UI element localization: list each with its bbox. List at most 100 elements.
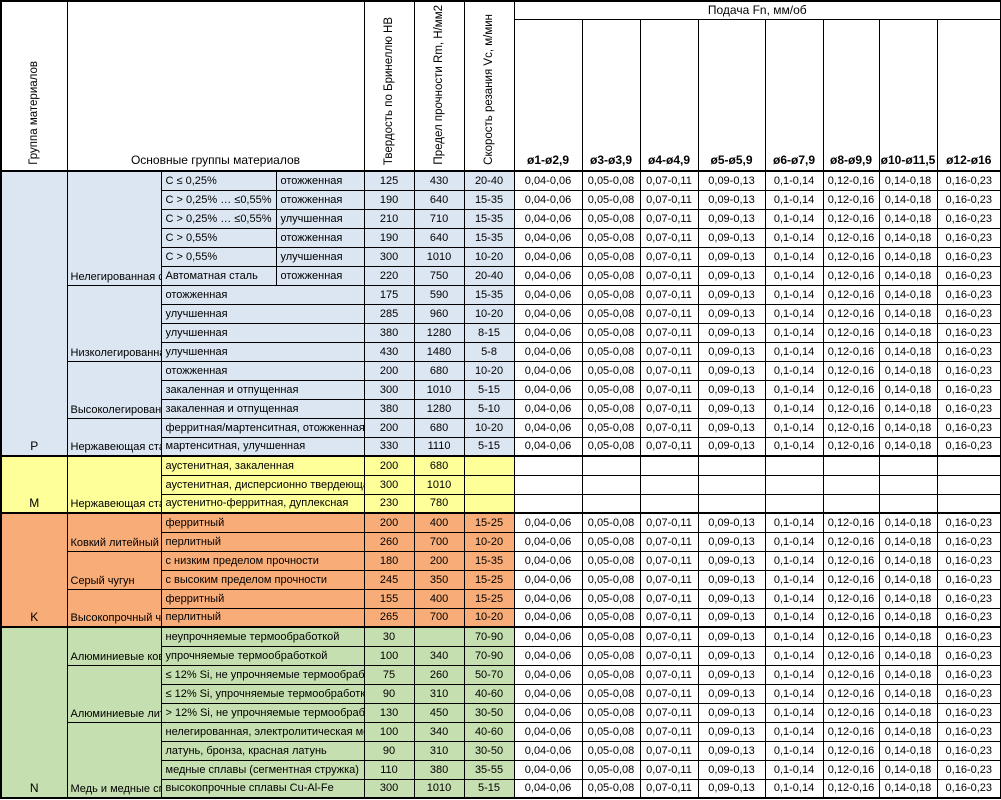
feed-cell: 0,04-0,06	[513, 303, 583, 324]
feed-cell: 0,05-0,08	[581, 588, 641, 609]
table-row: Высоколегированная стальотожженная200680…	[1, 360, 1001, 419]
feed-cell: 0,16-0,23	[936, 569, 1001, 590]
feed-cell: 0,16-0,23	[936, 759, 1001, 780]
feed-cell: 0,05-0,08	[581, 778, 641, 799]
table-row: улучшенная 285 960 10-20 0,04-0,06 0,05-0,08 0…	[1, 303, 1001, 324]
hb-cell: 200	[363, 512, 415, 533]
hb-cell: 300	[363, 474, 415, 495]
material-group-cell: Нержавеющая сталь	[66, 455, 162, 514]
feed-cell: 0,07-0,11	[639, 436, 699, 457]
feed-cell: 0,07-0,11	[639, 284, 699, 305]
feed-cell: 0,12-0,16	[822, 303, 880, 324]
diameter-header: ø12-ø16	[936, 18, 1001, 172]
feed-cell: 0,09-0,13	[697, 436, 766, 457]
material-group-cell: Алюминиевые литейные сплавы	[66, 664, 162, 723]
rm-cell: 750	[413, 265, 465, 286]
material-cell: C > 0,55%	[160, 246, 277, 267]
rm-cell: 710	[413, 208, 465, 229]
hb-cell: 300	[363, 379, 415, 400]
rm-cell: 1010	[413, 778, 465, 799]
feed-cell: 0,12-0,16	[822, 208, 880, 229]
rm-cell: 340	[413, 721, 465, 742]
feed-cell: 0,07-0,11	[639, 645, 699, 666]
vc-cell: 15-25	[463, 569, 515, 590]
rm-cell: 640	[413, 227, 465, 248]
material-cell: аустенитная, дисперсионно твердеющая	[160, 474, 365, 495]
feed-cell	[639, 455, 699, 476]
feed-cell: 0,1-0,14	[764, 721, 824, 742]
material-cell: ферритный	[160, 512, 365, 533]
table-row: Серый чугун с низким пределом прочности 18…	[1, 550, 1001, 590]
feed-cell: 0,14-0,18	[878, 512, 938, 533]
feed-cell: 0,09-0,13	[697, 626, 766, 647]
feed-cell: 0,12-0,16	[822, 721, 880, 742]
feed-cell: 0,09-0,13	[697, 588, 766, 609]
feed-cell	[764, 455, 824, 476]
feed-cell: 0,12-0,16	[822, 398, 880, 419]
feed-cell: 0,12-0,16	[822, 170, 880, 191]
hb-cell: 110	[363, 759, 415, 780]
feed-cell: 0,09-0,13	[697, 379, 766, 400]
vc-cell: 15-35	[463, 208, 515, 229]
rm-cell: 430	[413, 170, 465, 191]
feed-cell: 0,05-0,08	[581, 303, 641, 324]
feed-cell: 0,05-0,08	[581, 740, 641, 761]
column-header-material-group: Группа материалов	[0, 0, 68, 172]
feed-cell: 0,1-0,14	[764, 398, 824, 419]
feed-cell: 0,14-0,18	[878, 683, 938, 704]
material-cell: нелегированная, электролитическая медь	[160, 721, 365, 742]
feed-cell: 0,09-0,13	[697, 702, 766, 723]
feed-cell: 0,14-0,18	[878, 531, 938, 552]
feed-cell: 0,04-0,06	[513, 569, 583, 590]
feed-cell: 0,16-0,23	[936, 227, 1001, 248]
feed-cell: 0,05-0,08	[581, 417, 641, 438]
feed-cell: 0,16-0,23	[936, 607, 1001, 628]
feed-cell: 0,12-0,16	[822, 265, 880, 286]
hb-cell: 200	[363, 455, 415, 476]
material-cell: улучшенная	[160, 303, 365, 324]
feed-cell: 0,07-0,11	[639, 398, 699, 419]
vc-cell: 40-60	[463, 721, 515, 742]
feed-cell: 0,1-0,14	[764, 284, 824, 305]
feed-cell: 0,14-0,18	[878, 645, 938, 666]
feed-cell: 0,12-0,16	[822, 189, 880, 210]
feed-cell: 0,16-0,23	[936, 322, 1001, 343]
feed-cell	[581, 493, 641, 514]
material-cell: ≤ 12% Si, не упрочняемые термообработкой	[160, 664, 365, 685]
feed-cell: 0,09-0,13	[697, 322, 766, 343]
feed-cell: 0,09-0,13	[697, 417, 766, 438]
feed-cell: 0,07-0,11	[639, 531, 699, 552]
rm-cell: 260	[413, 664, 465, 685]
feed-cell: 0,05-0,08	[581, 398, 641, 419]
hb-cell: 220	[363, 265, 415, 286]
table-row: C > 0,25% … ≤0,55% отожженная 190 640 15-35 0…	[1, 189, 1001, 210]
feed-cell: 0,07-0,11	[639, 778, 699, 799]
feed-cell	[936, 493, 1001, 514]
feed-cell	[639, 493, 699, 514]
rm-cell: 680	[413, 360, 465, 381]
material-cell: медные сплавы (сегментная стружка)	[160, 759, 365, 780]
feed-cell: 0,05-0,08	[581, 759, 641, 780]
feed-cell: 0,14-0,18	[878, 664, 938, 685]
feed-cell: 0,07-0,11	[639, 702, 699, 723]
feed-cell: 0,1-0,14	[764, 265, 824, 286]
hb-cell: 260	[363, 531, 415, 552]
table-row: Высокопрочный чугунферритный15540015-250…	[1, 588, 1001, 628]
feed-cell: 0,04-0,06	[513, 721, 583, 742]
feed-cell: 0,14-0,18	[878, 436, 938, 457]
feed-cell: 0,14-0,18	[878, 417, 938, 438]
diameter-header: ø1-ø2,9	[513, 18, 583, 172]
feed-cell: 0,12-0,16	[822, 569, 880, 590]
material-group-cell: Медь и медные сплавы	[66, 721, 162, 799]
feed-cell: 0,1-0,14	[764, 379, 824, 400]
feed-cell: 0,12-0,16	[822, 759, 880, 780]
feed-cell: 0,07-0,11	[639, 683, 699, 704]
feed-cell: 0,07-0,11	[639, 170, 699, 191]
feed-cell: 0,09-0,13	[697, 246, 766, 267]
feed-cell: 0,04-0,06	[513, 702, 583, 723]
feed-cell: 0,12-0,16	[822, 322, 880, 343]
material-group-cell: Алюминиевые кованые сплавы	[66, 626, 162, 666]
feed-cell: 0,04-0,06	[513, 246, 583, 267]
